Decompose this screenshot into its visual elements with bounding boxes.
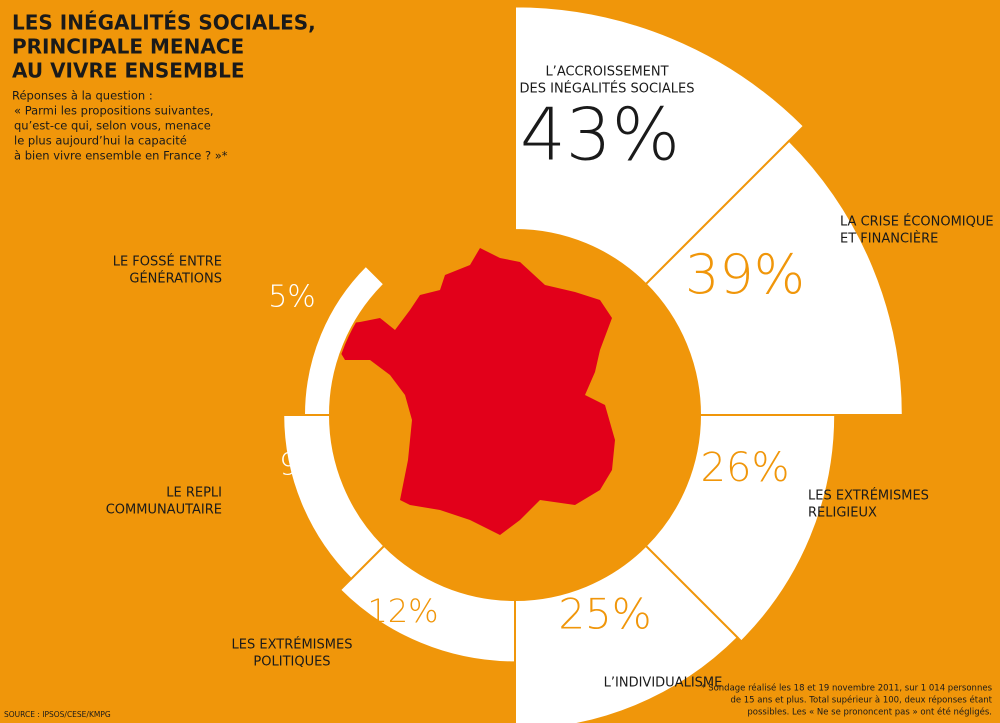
segment-label: LES EXTRÉMISMES	[232, 637, 353, 653]
segment	[514, 5, 806, 286]
segment-label: L’ACCROISSEMENT	[545, 65, 668, 80]
subtitle: qu’est-ce qui, selon vous, menace	[14, 119, 211, 133]
segment-label: LE REPLI	[166, 486, 222, 501]
segment	[644, 414, 837, 643]
subtitle: le plus aujourd’hui la capacité	[14, 134, 187, 148]
segment	[644, 139, 904, 416]
france-map	[330, 248, 615, 535]
footnote: possibles. Les « Ne se prononcent pas » …	[747, 707, 992, 718]
value-label: 39%	[685, 243, 805, 306]
segment-label: POLITIQUES	[253, 655, 330, 670]
value-label: 43%	[520, 93, 680, 177]
subtitle: « Parmi les propositions suivantes,	[14, 104, 214, 118]
title: LES INÉGALITÉS SOCIALES,	[12, 11, 316, 35]
segment-label: DES INÉGALITÉS SOCIALES	[520, 81, 695, 97]
value-label: 5%	[268, 280, 316, 315]
segment	[282, 414, 386, 581]
segment	[338, 544, 516, 664]
title: AU VIVRE ENSEMBLE	[12, 59, 245, 83]
segment-label: COMMUNAUTAIRE	[106, 503, 222, 518]
segment-label: LES EXTRÉMISMES	[808, 488, 929, 504]
segment	[514, 544, 740, 723]
subtitle: à bien vivre ensemble en France ? »*	[14, 149, 228, 163]
segment-label: LA CRISE ÉCONOMIQUE	[840, 214, 994, 230]
segment-label: LE FOSSÉ ENTRE	[113, 254, 222, 270]
segment-label: L’INDIVIDUALISME	[604, 676, 723, 691]
segment-label: ET FINANCIÈRE	[840, 231, 938, 247]
footnote: de 15 ans et plus. Total supérieur à 100…	[730, 695, 992, 706]
subtitle: Réponses à la question :	[12, 89, 153, 103]
value-label: 25%	[558, 590, 651, 639]
value-label: 12%	[367, 592, 438, 630]
value-label: 9%	[279, 448, 327, 483]
segment-label: RELIGIEUX	[808, 506, 877, 521]
segment-label: GÉNÉRATIONS	[129, 271, 222, 287]
footnote: * Sondage réalisé les 18 et 19 novembre …	[701, 683, 992, 694]
title: PRINCIPALE MENACE	[12, 35, 244, 59]
value-label: 26%	[701, 445, 790, 491]
source: SOURCE : IPSOS/CESE/KMPG	[4, 710, 111, 719]
segment	[302, 264, 386, 416]
